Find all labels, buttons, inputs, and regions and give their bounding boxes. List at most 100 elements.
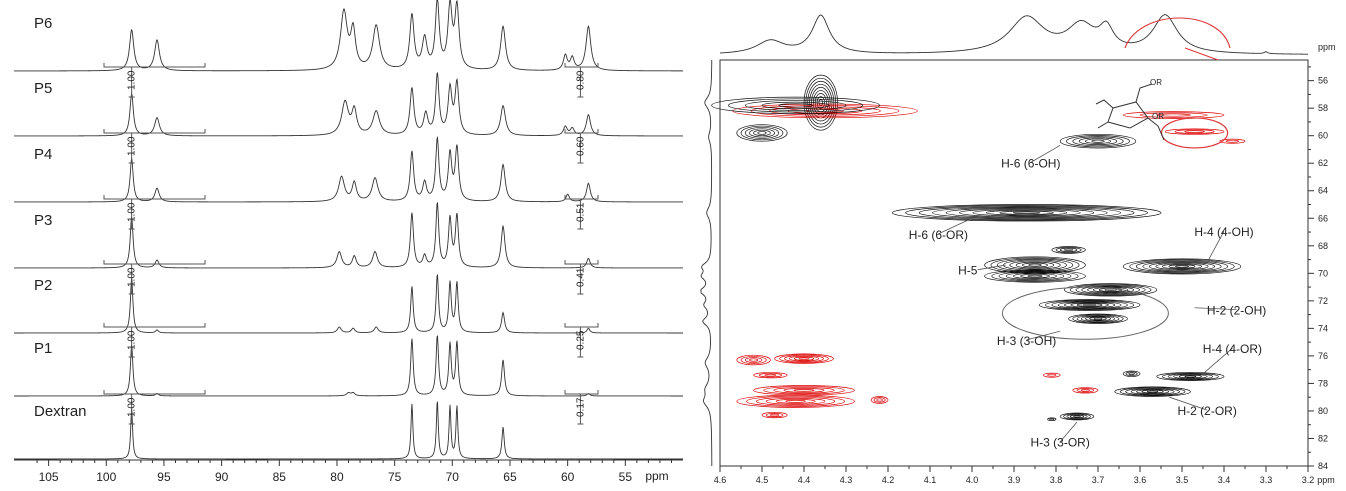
contour-level	[744, 357, 763, 363]
x-tick-label: 105	[39, 470, 59, 484]
contour-level	[1091, 139, 1105, 143]
integral-value-anomeric: 1.00	[127, 330, 138, 350]
contour-level	[1085, 316, 1111, 322]
annotation-leader	[1206, 230, 1225, 263]
x-tick-label: 85	[273, 470, 287, 484]
contour-level	[765, 412, 784, 418]
integral-bracket-group: 1.00 0.60	[103, 129, 599, 164]
h3-region-outline	[1001, 286, 1169, 340]
annotation-leader	[1194, 307, 1237, 311]
contour-level	[1080, 389, 1090, 392]
contour-level	[1093, 317, 1103, 320]
contour-level	[945, 207, 1108, 219]
integral-value-ring: 0.41	[575, 267, 586, 287]
x-tick-label: 65	[503, 470, 517, 484]
contour-level	[999, 210, 1054, 215]
contour-level	[784, 355, 824, 363]
spectrum-trace-dextran	[14, 401, 683, 460]
contour-level	[1003, 259, 1067, 271]
contour-level	[1051, 300, 1128, 310]
contour-level	[1136, 389, 1170, 395]
annotation-leader	[938, 217, 973, 235]
x-tick-label: 75	[388, 470, 402, 484]
contour-level	[753, 129, 771, 137]
contour-level	[1012, 211, 1041, 214]
contour-level	[764, 373, 777, 377]
contour-level	[1128, 372, 1135, 376]
integral-bracket	[103, 63, 206, 68]
contour-level	[744, 127, 780, 139]
contour-level	[891, 204, 1162, 222]
integral-bracket	[564, 63, 599, 68]
integral-value-ring: 0.80	[575, 70, 586, 90]
contour-level	[1038, 299, 1141, 311]
contour-level	[1174, 129, 1215, 134]
contour-level	[998, 271, 1072, 281]
contour-level	[1020, 273, 1050, 279]
annotation-leader	[1059, 421, 1078, 442]
contour-level	[1076, 388, 1095, 393]
cross-peak-contour	[753, 372, 788, 379]
contour-level	[1082, 303, 1097, 307]
contour-level	[778, 103, 813, 108]
x-tick-label: 3.9	[1008, 475, 1021, 485]
integral-bracket	[564, 323, 599, 328]
contour-level	[1066, 414, 1088, 419]
contour-level	[996, 258, 1074, 272]
contour-level	[1055, 246, 1082, 253]
contour-level	[1225, 139, 1240, 143]
annotation-leader	[977, 264, 1006, 271]
peak-annotation: H-3 (3-OH)	[997, 334, 1056, 348]
integral-bracket	[564, 195, 599, 200]
contour-level	[1027, 274, 1043, 278]
cross-peak-contour	[1047, 417, 1057, 421]
x-tick-label: 3.8	[1050, 475, 1063, 485]
x-tick-label: 90	[215, 470, 229, 484]
contour-level	[783, 388, 825, 393]
contour-level	[1075, 284, 1146, 295]
y-tick-label: 74	[1318, 323, 1328, 333]
x-tick-label: 95	[157, 470, 171, 484]
x-tick-label: 100	[96, 470, 116, 484]
integral-value-anomeric: 1.00	[127, 202, 138, 222]
contour-level	[1057, 301, 1122, 309]
contour-level	[1047, 373, 1057, 377]
contour-level	[1051, 246, 1086, 254]
integral-bracket	[103, 390, 206, 395]
contour-level	[1009, 260, 1061, 270]
contour-level	[1047, 417, 1057, 421]
contour-level	[1139, 112, 1208, 118]
spectrum-label-p4: P4	[34, 146, 52, 163]
y-tick-label: 66	[1318, 213, 1328, 223]
peak-annotation: H-6 (6-OH)	[1001, 156, 1060, 170]
cross-peak-contour	[1219, 138, 1246, 144]
contour-level	[1104, 288, 1117, 291]
spectrum-trace-p1	[14, 335, 683, 397]
spectrum-label-p2: P2	[34, 277, 52, 294]
cross-peak-contour	[1122, 370, 1141, 377]
integral-value-ring: 0.60	[575, 136, 586, 156]
y-tick-label: 58	[1318, 103, 1328, 113]
structure-arc	[1124, 17, 1231, 49]
x-tick-label: 4.0	[966, 475, 979, 485]
x-tick-label: 3.2	[1302, 475, 1315, 485]
integral-bracket	[103, 129, 206, 134]
contour-level	[1072, 136, 1124, 147]
annotation-leader	[1030, 144, 1061, 163]
contour-level	[918, 205, 1135, 220]
y-tick-label: 64	[1318, 186, 1328, 196]
contour-level	[1064, 283, 1158, 297]
contour-level	[1146, 390, 1159, 393]
contour-level	[1156, 113, 1191, 117]
contour-level	[756, 396, 836, 406]
contour-level	[757, 131, 767, 135]
contour-level	[1022, 262, 1048, 268]
x-tick-label: 3.7	[1092, 475, 1105, 485]
contour-level	[1059, 247, 1078, 252]
stacked-spectra-svg: P6 P5 P4 P3 P2 P1 Dextran 1.00 0.80 1.00 0.60 1.00 0…	[14, 0, 684, 484]
contour-level	[1059, 412, 1095, 421]
integral-bracket-group: 1.00 0.25	[103, 323, 599, 358]
contour-level	[1028, 263, 1042, 267]
x-tick-label: 60	[561, 470, 575, 484]
cross-peak-contour	[1068, 313, 1128, 324]
